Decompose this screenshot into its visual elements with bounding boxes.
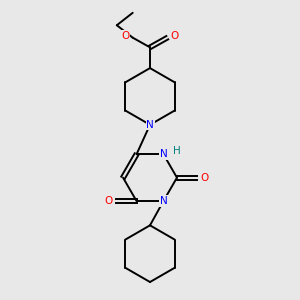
Text: N: N (160, 196, 167, 206)
Text: O: O (105, 196, 113, 206)
Text: N: N (160, 149, 167, 159)
Text: O: O (200, 172, 209, 183)
Text: H: H (173, 146, 181, 156)
Text: N: N (146, 120, 154, 130)
Text: O: O (121, 31, 130, 40)
Text: O: O (170, 31, 179, 40)
